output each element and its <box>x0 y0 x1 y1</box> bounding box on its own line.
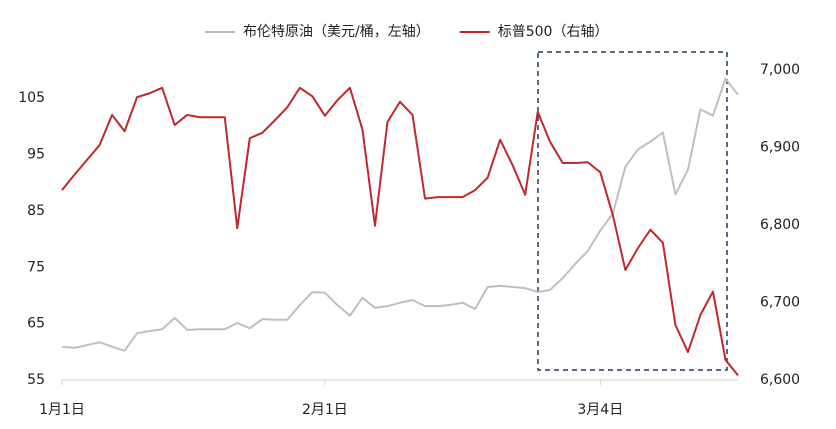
y-tick-label: 65 <box>27 316 45 332</box>
x-tick-label: 3月4日 <box>577 402 623 418</box>
y2-tick-label: 7,000 <box>760 62 800 78</box>
legend-label: 布伦特原油（美元/桶，左轴） <box>243 24 430 40</box>
y-tick-label: 85 <box>27 203 45 219</box>
y2-tick-label: 6,700 <box>760 295 800 311</box>
x-tick-label: 2月1日 <box>302 402 348 418</box>
y2-tick-label: 6,600 <box>760 372 800 388</box>
y-tick-label: 75 <box>27 259 45 275</box>
series-line <box>61 86 739 376</box>
y-tick-label: 55 <box>27 372 45 388</box>
series-line <box>61 77 739 352</box>
y2-tick-label: 6,900 <box>760 140 800 156</box>
highlight-box <box>537 51 728 371</box>
y-tick-label: 105 <box>18 90 45 106</box>
y2-tick-label: 6,800 <box>760 217 800 233</box>
legend-label: 标普500（右轴） <box>498 24 609 40</box>
x-tick-label: 1月1日 <box>39 402 85 418</box>
y-tick-label: 95 <box>27 147 45 163</box>
